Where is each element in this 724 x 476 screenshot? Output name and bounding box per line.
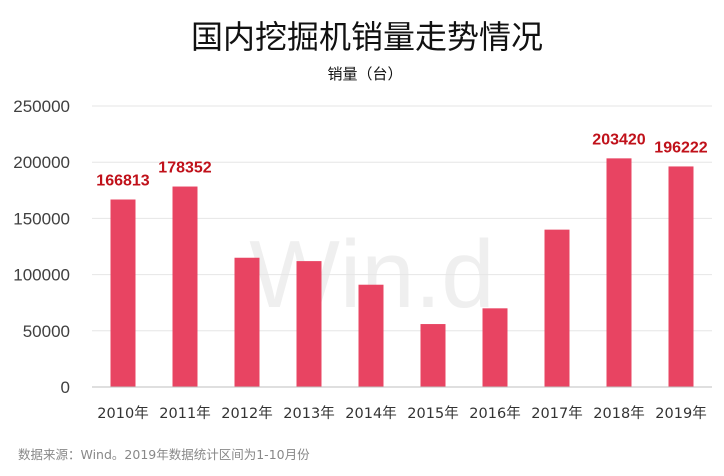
bar-2012年: [234, 257, 260, 387]
x-tick-label: 2016年: [469, 405, 520, 422]
x-tick-label: 2018年: [593, 405, 644, 422]
y-tick-label: 0: [61, 378, 70, 397]
x-tick-label: 2015年: [407, 405, 458, 422]
y-tick-label: 150000: [13, 209, 70, 228]
bars: [110, 158, 694, 387]
bar-2018年: [606, 158, 632, 387]
data-labels: 166813 178352 203420 196222: [96, 131, 707, 189]
y-axis-unit-label: 销量（台）: [327, 65, 402, 83]
bar-2010年: [110, 199, 136, 387]
data-label: 203420: [592, 131, 645, 148]
y-tick-label: 250000: [13, 97, 70, 116]
bar-2013年: [296, 261, 322, 387]
y-tick-labels: 0 50000 100000 150000 200000 250000: [13, 97, 70, 397]
data-label: 196222: [654, 139, 707, 156]
bar-2017年: [544, 229, 570, 387]
bar-2011年: [172, 186, 198, 387]
x-tick-label: 2010年: [97, 405, 148, 422]
y-tick-label: 100000: [13, 266, 70, 285]
x-tick-label: 2011年: [159, 405, 210, 422]
data-label: 178352: [158, 160, 211, 177]
y-tick-label: 50000: [23, 322, 70, 341]
chart-title: 国内挖掘机销量走势情况: [191, 18, 543, 56]
bar-2015年: [420, 324, 446, 387]
bar-2014年: [358, 284, 384, 387]
x-tick-label: 2013年: [283, 405, 334, 422]
x-tick-label: 2017年: [531, 405, 582, 422]
source-note: 数据来源：Wind。2019年数据统计区间为1-10月份: [18, 447, 310, 462]
x-tick-label: 2019年: [655, 405, 706, 422]
y-tick-label: 200000: [13, 153, 70, 172]
x-tick-label: 2014年: [345, 405, 396, 422]
bar-2016年: [482, 308, 508, 387]
x-tick-label: 2012年: [221, 405, 272, 422]
data-label: 166813: [96, 173, 149, 190]
x-tick-labels: 2010年 2011年 2012年 2013年 2014年 2015年 2016年 2017年…: [97, 405, 706, 422]
bar-2019年: [668, 166, 694, 387]
